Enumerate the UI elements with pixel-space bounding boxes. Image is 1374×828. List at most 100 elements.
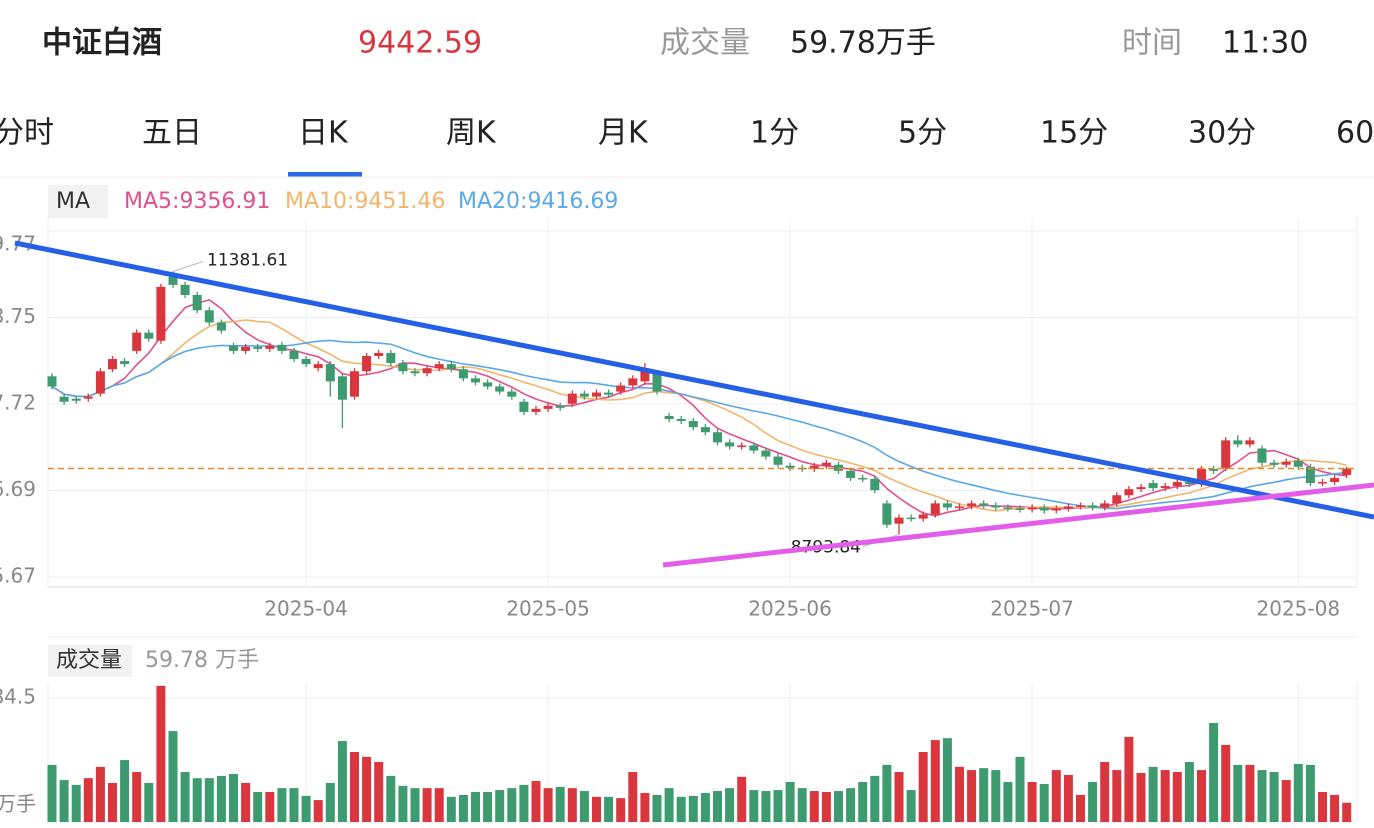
candle-body xyxy=(229,345,238,351)
volume-bar xyxy=(301,795,311,822)
tab-underline xyxy=(288,172,362,177)
volume-bar xyxy=(906,790,916,822)
volume-bar xyxy=(1209,722,1219,822)
candle-body xyxy=(1342,468,1352,475)
volume-bar xyxy=(1197,770,1206,822)
volume-bar xyxy=(350,752,359,822)
volume-bar xyxy=(592,796,601,822)
candle-body xyxy=(640,368,650,382)
volume-bar xyxy=(362,756,372,822)
volume-bar xyxy=(229,773,238,822)
candle-body xyxy=(1112,495,1122,504)
volume-bar xyxy=(483,792,493,822)
candle-body xyxy=(1318,482,1327,484)
candle-body xyxy=(1003,507,1013,509)
candle-body xyxy=(882,503,892,525)
volume-bar xyxy=(1076,794,1085,822)
volume-bar xyxy=(785,782,795,822)
candle-body xyxy=(555,405,565,408)
candle-body xyxy=(652,373,662,392)
volume-bar xyxy=(640,792,650,822)
time-label: 时间 xyxy=(1122,26,1182,61)
volume-bar xyxy=(846,788,856,822)
candle-body xyxy=(422,368,432,374)
candle-body xyxy=(507,391,517,397)
x-tick-label: 2025-07 xyxy=(990,597,1074,621)
tab[interactable]: 30分 xyxy=(1188,116,1256,151)
legend-item: MA5:9356.91 xyxy=(124,189,270,214)
candle-body xyxy=(1209,468,1219,471)
candle-body xyxy=(1257,448,1267,463)
candle-body xyxy=(1136,487,1146,490)
candle-body xyxy=(156,286,166,341)
candle-body xyxy=(1293,460,1303,467)
tab[interactable]: 60分 xyxy=(1336,116,1374,151)
candle-body xyxy=(773,456,783,465)
candle-body xyxy=(604,392,614,395)
candle-body xyxy=(313,364,323,369)
candle-body xyxy=(458,369,468,379)
legend-item: MA10:9451.46 xyxy=(285,189,445,214)
volume-bar xyxy=(773,790,783,822)
candle-body xyxy=(337,376,347,400)
candle-body xyxy=(1245,440,1255,445)
tab[interactable]: 15分 xyxy=(1040,116,1108,151)
volume-bar xyxy=(83,778,93,822)
candle-body xyxy=(616,385,626,392)
high-label: 11381.61 xyxy=(207,250,288,270)
candle-body xyxy=(434,364,444,369)
candle-body xyxy=(265,345,275,349)
tab[interactable]: 分时 xyxy=(0,116,54,151)
candle-body xyxy=(216,322,226,331)
volume-bar xyxy=(1160,770,1170,822)
candle-body xyxy=(277,344,287,351)
candle-body xyxy=(132,332,142,351)
volume-bar xyxy=(1051,770,1061,822)
volume-bar xyxy=(1293,763,1303,822)
candle-body xyxy=(519,401,529,412)
volume-bar xyxy=(1221,744,1231,822)
volume-bar xyxy=(313,800,323,822)
candle-body xyxy=(325,364,335,382)
candle-body xyxy=(108,359,117,370)
volume-bar xyxy=(567,788,577,822)
x-tick-label: 2025-04 xyxy=(264,597,348,621)
volume-bar xyxy=(398,785,408,822)
candle-body xyxy=(471,378,480,383)
tab[interactable]: 5分 xyxy=(898,116,947,151)
candle-body xyxy=(688,421,698,428)
y-tick-label: 10928.75 xyxy=(0,304,36,328)
volume-bar xyxy=(325,782,335,822)
volume-bar xyxy=(277,788,287,822)
tab[interactable]: 日K xyxy=(298,116,349,151)
volume-bar xyxy=(59,780,69,822)
volume-bar xyxy=(991,770,1001,822)
tab[interactable]: 五日 xyxy=(142,116,202,151)
candle-body xyxy=(180,284,190,296)
candle-body xyxy=(1172,482,1182,487)
volume-bar xyxy=(495,790,505,822)
volume-bar xyxy=(713,791,722,822)
volume-bar xyxy=(1124,736,1134,822)
volume-bar xyxy=(930,740,940,822)
candle-body xyxy=(700,427,710,433)
volume-bar xyxy=(192,778,202,822)
y-tick-label: 8375.67 xyxy=(0,564,36,588)
tab[interactable]: 月K xyxy=(598,116,649,151)
candle-body xyxy=(749,445,759,451)
candle-body xyxy=(1100,503,1110,508)
candle-body xyxy=(991,505,1001,508)
y-tick-label: 384.5 xyxy=(0,685,36,709)
candle-body xyxy=(967,503,977,507)
volume-bar xyxy=(616,798,626,822)
ma-badge xyxy=(48,185,108,218)
volume-bar xyxy=(821,792,831,822)
volume-bar xyxy=(95,766,105,822)
volume-bar xyxy=(725,788,735,822)
tab[interactable]: 周K xyxy=(446,116,497,151)
tab[interactable]: 1分 xyxy=(750,116,799,151)
candle-body xyxy=(1076,505,1085,507)
volume-bar xyxy=(47,764,57,822)
volume-bar xyxy=(253,792,263,822)
